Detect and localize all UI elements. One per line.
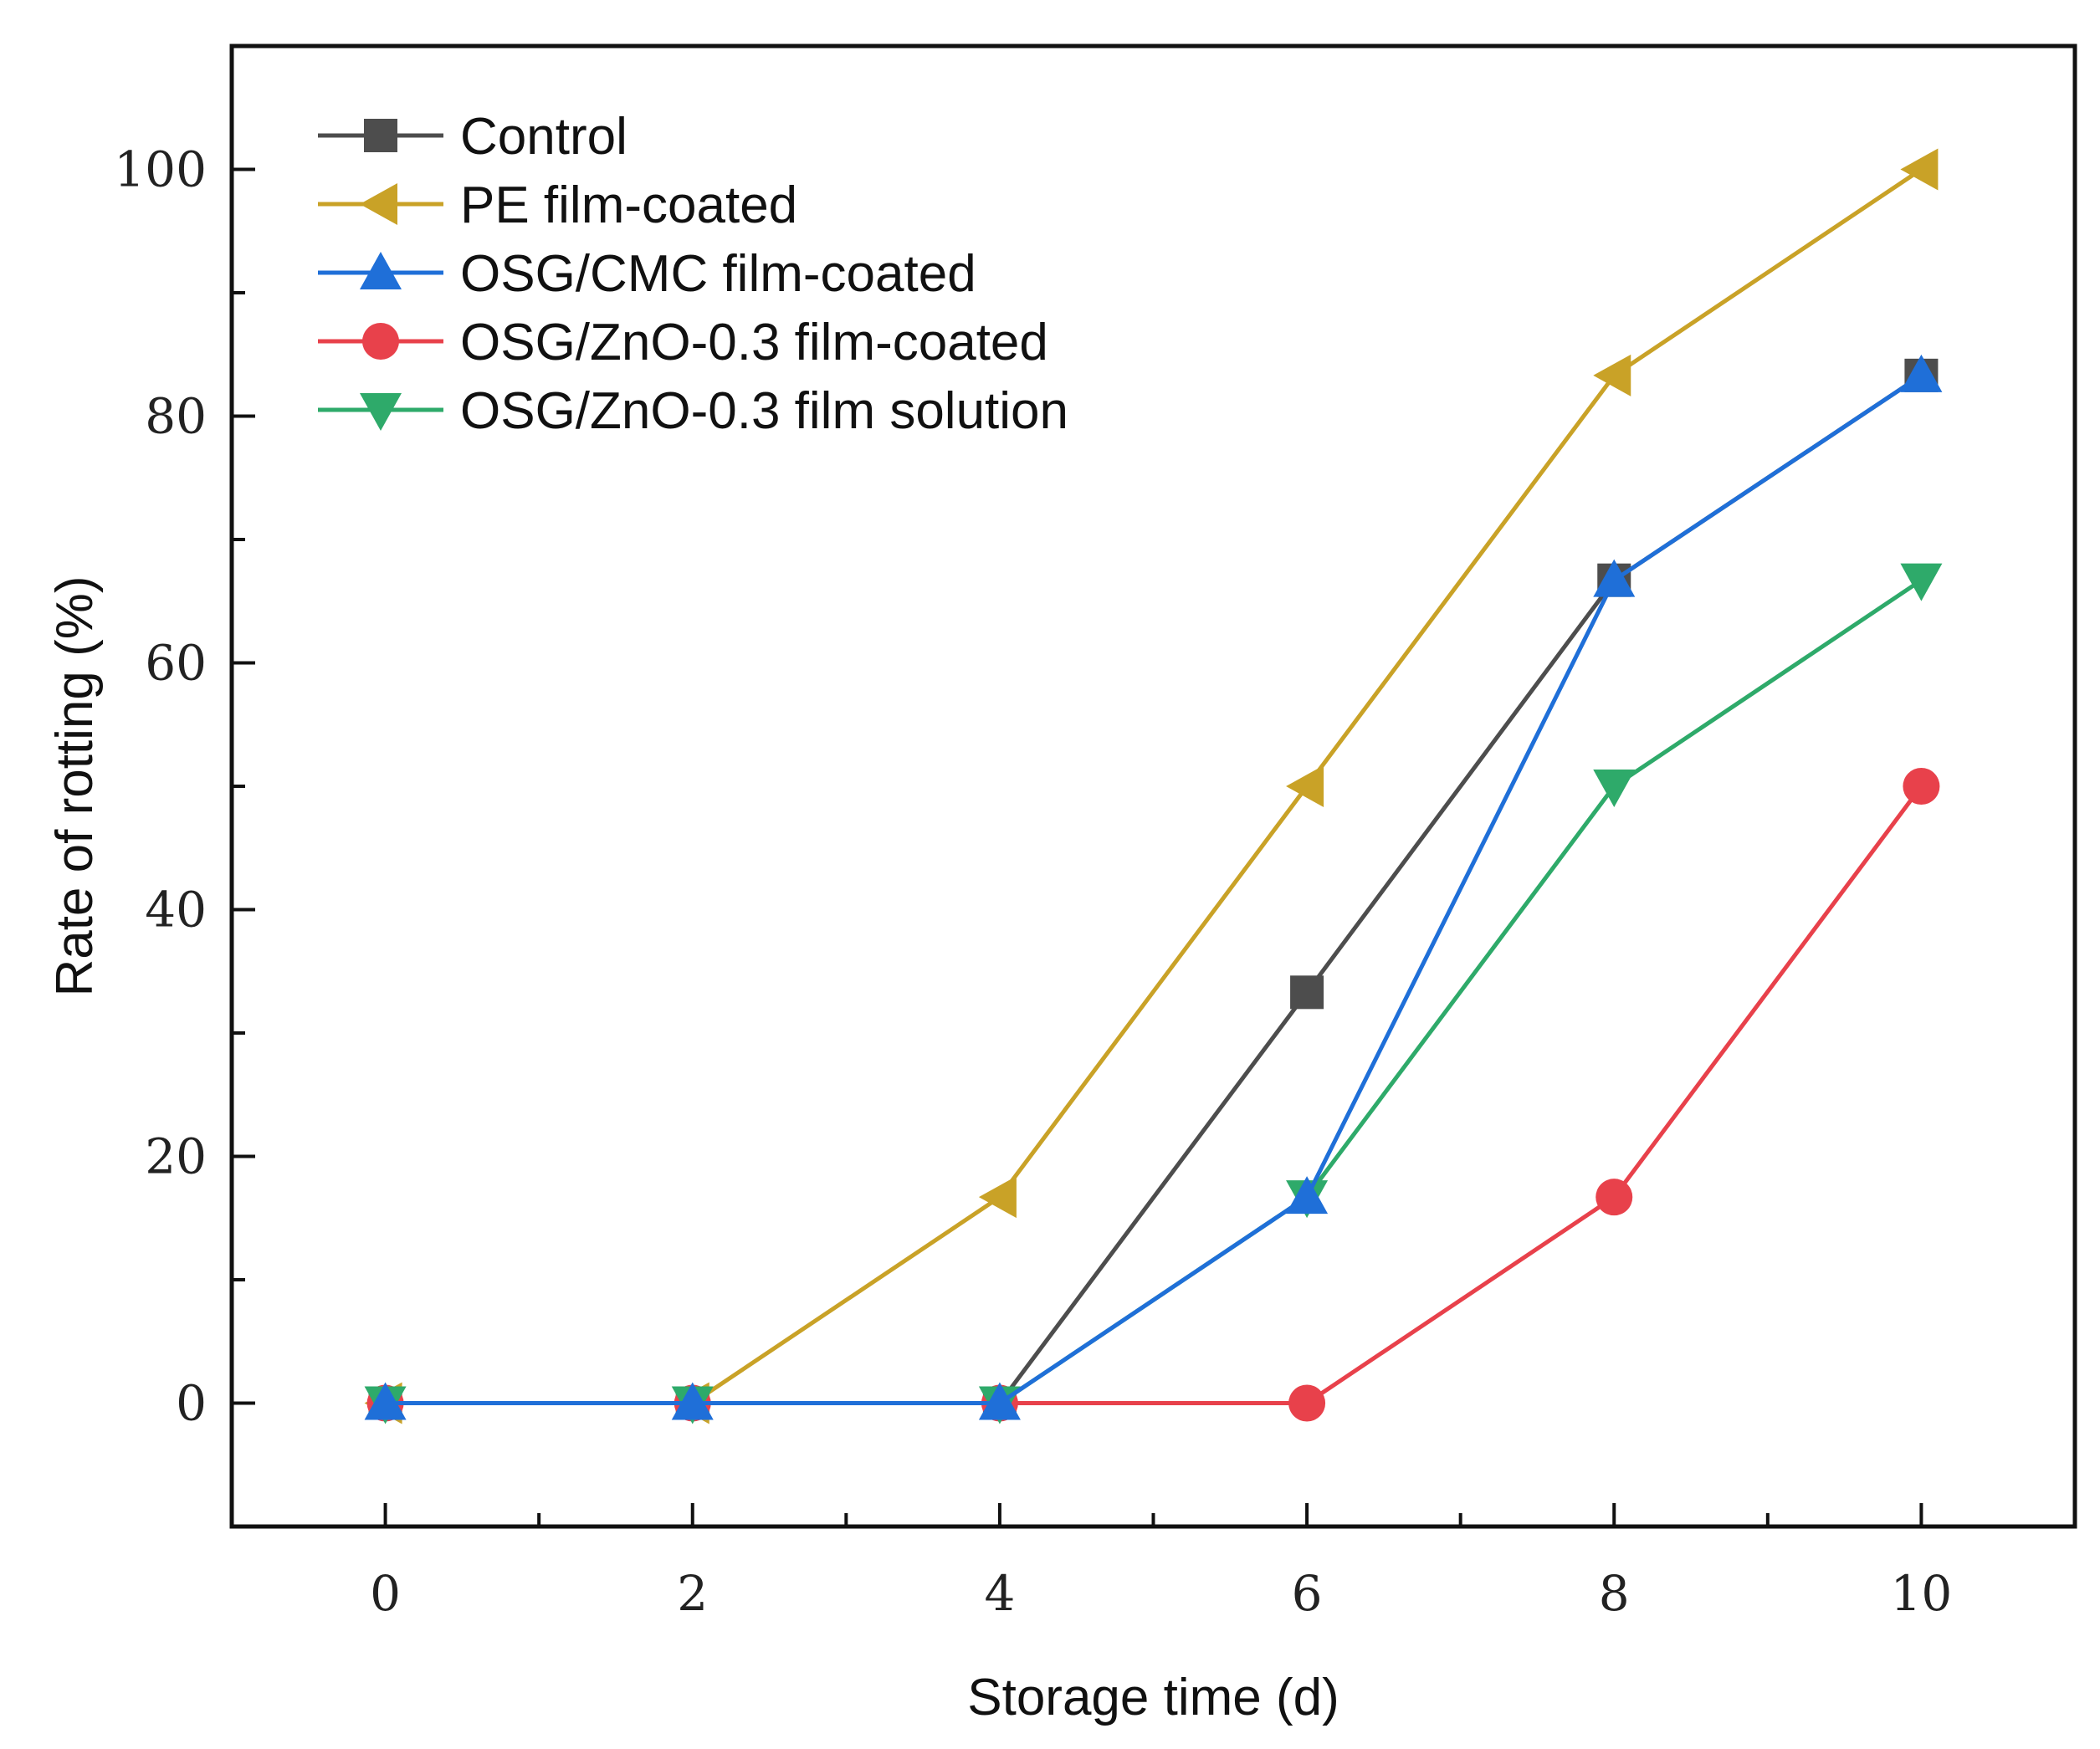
data-point	[978, 1382, 1021, 1420]
y-tick-label: 60	[145, 635, 207, 692]
x-axis-label: Storage time (d)	[967, 1669, 1339, 1726]
data-point	[1900, 354, 1943, 392]
legend-entry: Control	[318, 108, 627, 166]
legend-entry: PE film-coated	[318, 176, 797, 234]
y-tick-label: 100	[114, 141, 207, 198]
data-point	[1288, 1384, 1326, 1422]
series-line	[385, 373, 1923, 1405]
x-axis-ticks: 0 2 4 6 8 10	[230, 1503, 2077, 1622]
legend-label: Control	[460, 108, 627, 166]
y-tick-label: 40	[145, 882, 207, 938]
data-point	[1290, 975, 1324, 1010]
y-tick-label: 20	[145, 1128, 207, 1185]
legend-marker	[360, 393, 402, 431]
data-point	[978, 1176, 1017, 1219]
legend-entry: OSG/ZnO-0.3 film-coated	[318, 314, 1048, 371]
x-tick-label: 8	[1599, 1565, 1630, 1622]
series-3	[364, 354, 1943, 1420]
x-tick-label: 0	[370, 1565, 401, 1622]
legend-marker	[364, 119, 397, 152]
legend-label: OSG/ZnO-0.3 film-coated	[460, 314, 1048, 371]
data-point	[1900, 563, 1943, 601]
data-point	[1593, 559, 1636, 597]
legend-marker	[360, 183, 397, 225]
legend-label: OSG/CMC film-coated	[460, 245, 976, 303]
legend: Control PE film-coated OSG/CMC film-coated…	[318, 108, 1068, 440]
x-tick-label: 10	[1891, 1565, 1953, 1622]
data-point	[1286, 1176, 1329, 1215]
legend-entry: OSG/CMC film-coated	[318, 245, 976, 303]
y-axis-label: Rate of rotting (%)	[46, 575, 104, 996]
legend-label: OSG/ZnO-0.3 film solution	[460, 382, 1068, 440]
data-point	[1903, 768, 1940, 805]
x-tick-label: 2	[677, 1565, 708, 1622]
series-line	[385, 785, 1923, 1405]
data-point	[364, 1382, 407, 1420]
data-point	[1286, 765, 1324, 807]
legend-marker	[362, 323, 399, 360]
legend-marker	[360, 252, 402, 289]
series-4	[366, 768, 1940, 1422]
y-tick-label: 0	[176, 1375, 207, 1432]
data-point	[1900, 148, 1939, 191]
x-tick-label: 4	[984, 1565, 1015, 1622]
data-point	[1595, 1179, 1633, 1216]
legend-entry: OSG/ZnO-0.3 film solution	[318, 382, 1068, 440]
y-tick-label: 80	[145, 388, 207, 445]
legend-label: PE film-coated	[460, 176, 797, 234]
series-1	[368, 358, 1939, 1420]
y-axis-ticks: 0 20 40 60 80 100	[114, 44, 255, 1528]
data-point	[1593, 770, 1636, 807]
x-tick-label: 6	[1292, 1565, 1323, 1622]
data-point	[671, 1382, 714, 1420]
data-point	[1593, 354, 1631, 396]
series-layer	[364, 148, 1943, 1424]
